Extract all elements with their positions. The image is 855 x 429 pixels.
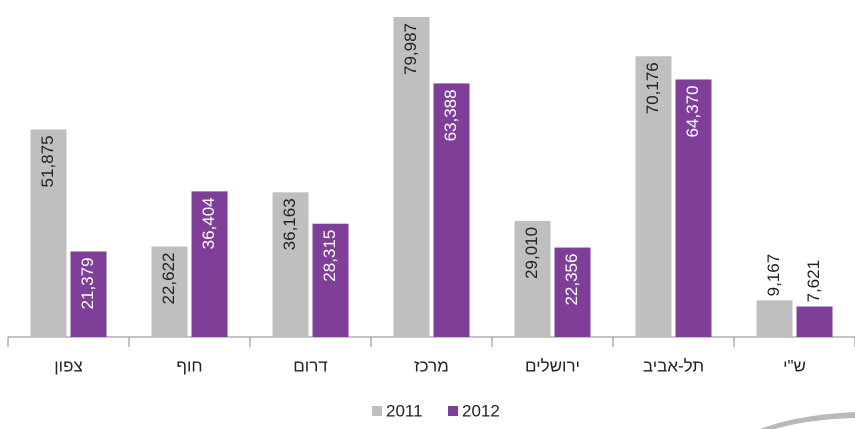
bar: [312, 223, 349, 337]
bar: [151, 246, 188, 337]
data-label: 36,163: [280, 198, 299, 250]
bar: [796, 306, 833, 337]
bar: [675, 79, 712, 337]
x-tick-label: דרום: [293, 356, 327, 375]
bar: [272, 192, 309, 337]
data-label: 29,010: [522, 227, 541, 279]
data-label: 36,404: [199, 197, 218, 249]
bar: [433, 83, 470, 337]
data-label: 64,370: [683, 85, 702, 137]
bar: [514, 220, 551, 337]
legend-label: 2012: [462, 401, 500, 420]
data-label: 9,167: [764, 254, 783, 297]
data-label: 22,622: [159, 252, 178, 304]
x-tick-label: תל-אביב: [643, 356, 704, 375]
data-label: 70,176: [643, 62, 662, 114]
data-label: 21,379: [78, 257, 97, 309]
bar: [635, 56, 672, 338]
x-tick-label: ש"י: [783, 356, 806, 375]
x-tick-label: מרכז: [414, 356, 449, 375]
data-label: 7,621: [804, 260, 823, 303]
data-label: 63,388: [441, 89, 460, 141]
data-label: 22,356: [562, 254, 581, 306]
data-label: 51,875: [38, 135, 57, 187]
legend-label: 2011: [386, 401, 423, 420]
x-tick-label: חוף: [176, 356, 202, 375]
bar: [393, 17, 430, 337]
legend-swatch: [448, 406, 458, 416]
x-tick-label: צפון: [54, 356, 82, 375]
bar: [756, 300, 793, 337]
bar: [70, 251, 107, 337]
x-tick-label: ירושלים: [525, 356, 580, 375]
decoration: [760, 412, 855, 429]
data-label: 79,987: [401, 23, 420, 75]
legend-swatch: [372, 406, 382, 416]
bar: [554, 247, 591, 337]
data-label: 28,315: [320, 230, 339, 282]
bar: [30, 129, 67, 337]
bar: [191, 191, 228, 337]
